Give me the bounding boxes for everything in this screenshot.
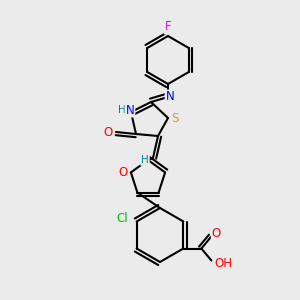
Text: OH: OH	[214, 257, 232, 270]
Text: O: O	[103, 125, 112, 139]
Text: O: O	[212, 227, 221, 240]
Text: O: O	[118, 166, 128, 179]
Text: H: H	[118, 105, 126, 115]
Text: Cl: Cl	[117, 212, 128, 225]
Text: H: H	[141, 155, 149, 165]
Text: S: S	[171, 112, 179, 124]
Text: F: F	[165, 20, 171, 34]
Text: N: N	[166, 91, 174, 103]
Text: N: N	[126, 103, 134, 116]
